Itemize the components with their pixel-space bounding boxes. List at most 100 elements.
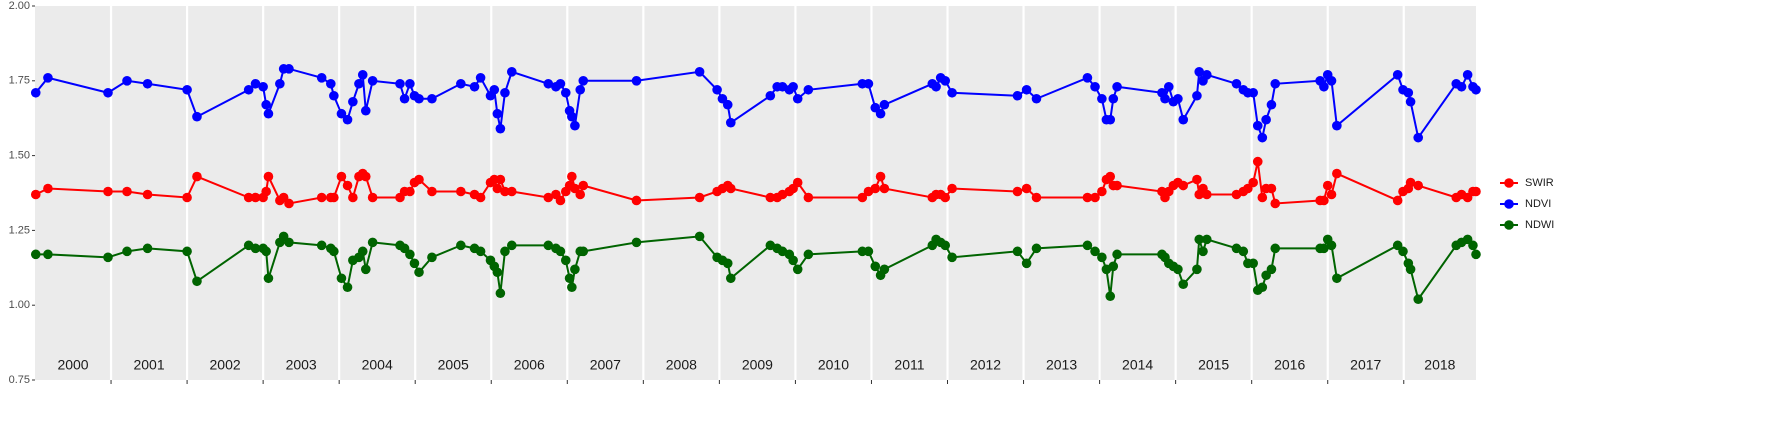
data-point xyxy=(947,183,957,194)
data-point xyxy=(803,192,814,203)
data-point xyxy=(555,78,566,89)
data-point xyxy=(142,243,153,254)
data-point xyxy=(803,249,814,260)
year-label: 2017 xyxy=(1350,357,1381,373)
data-point xyxy=(1112,180,1122,191)
data-point xyxy=(1082,192,1093,203)
data-point xyxy=(122,76,132,86)
data-point xyxy=(1332,273,1342,284)
data-point xyxy=(492,108,503,119)
data-point xyxy=(694,192,705,203)
data-point xyxy=(575,84,586,95)
data-point xyxy=(1471,84,1481,95)
data-point xyxy=(1270,198,1281,209)
data-point xyxy=(43,73,53,83)
data-point xyxy=(567,282,577,293)
data-point xyxy=(788,255,798,266)
data-point xyxy=(1332,120,1342,131)
data-point xyxy=(631,237,642,248)
data-point xyxy=(870,183,881,194)
data-point xyxy=(492,267,503,278)
data-point xyxy=(1097,93,1107,104)
data-point xyxy=(1082,240,1093,251)
data-point xyxy=(1163,81,1174,92)
data-point xyxy=(414,174,424,185)
data-point xyxy=(578,76,589,86)
data-point xyxy=(1202,70,1212,80)
data-point xyxy=(857,192,868,203)
data-point xyxy=(1090,246,1100,257)
data-point xyxy=(578,246,589,257)
year-label: 2008 xyxy=(666,357,697,373)
data-point xyxy=(1021,258,1032,269)
data-point xyxy=(1178,279,1189,290)
data-point xyxy=(506,186,517,197)
data-point xyxy=(1112,81,1122,92)
data-point xyxy=(863,78,874,89)
year-label: 2001 xyxy=(133,357,164,373)
data-point xyxy=(1021,183,1032,194)
legend-marker xyxy=(1504,199,1514,209)
data-point xyxy=(1392,195,1403,206)
data-point xyxy=(947,87,957,98)
data-point xyxy=(263,273,274,284)
data-point xyxy=(1105,291,1116,302)
data-point xyxy=(284,198,294,209)
data-point xyxy=(367,76,378,86)
year-label: 2018 xyxy=(1424,357,1455,373)
data-point xyxy=(500,186,510,197)
data-point xyxy=(329,90,339,101)
year-label: 2002 xyxy=(210,357,241,373)
data-point xyxy=(414,267,424,278)
data-point xyxy=(348,192,358,203)
year-label: 2011 xyxy=(894,357,924,373)
data-point xyxy=(1266,99,1277,110)
data-point xyxy=(1403,87,1414,98)
data-point xyxy=(1257,132,1268,143)
year-label: 2000 xyxy=(57,357,88,373)
data-point xyxy=(788,81,798,92)
data-point xyxy=(543,78,554,89)
data-point xyxy=(316,73,327,83)
data-point xyxy=(1319,195,1329,206)
data-point xyxy=(342,114,353,125)
data-point xyxy=(1105,171,1116,182)
data-point xyxy=(1332,168,1342,179)
data-point xyxy=(1090,81,1100,92)
data-point xyxy=(103,186,113,197)
data-point xyxy=(1105,114,1116,125)
legend-label: SWIR xyxy=(1525,177,1554,189)
data-point xyxy=(427,252,437,263)
data-point xyxy=(1097,186,1107,197)
data-point xyxy=(555,195,566,206)
data-point xyxy=(1471,186,1481,197)
data-point xyxy=(1322,180,1333,191)
data-point xyxy=(348,96,358,107)
data-point xyxy=(495,174,506,185)
data-point xyxy=(947,252,957,263)
data-point xyxy=(1012,90,1023,101)
data-point xyxy=(1192,174,1202,185)
data-point xyxy=(192,276,202,287)
data-point xyxy=(360,105,371,116)
data-point xyxy=(1112,249,1122,260)
data-point xyxy=(570,120,580,131)
data-point xyxy=(875,171,886,182)
data-point xyxy=(316,192,327,203)
data-point xyxy=(931,81,941,92)
y-tick-label: 1.75 xyxy=(9,75,30,87)
data-point xyxy=(570,264,580,275)
data-point xyxy=(1108,261,1119,272)
data-point xyxy=(722,258,733,269)
data-point xyxy=(182,246,192,257)
data-point xyxy=(1090,192,1100,203)
data-point xyxy=(182,84,192,95)
data-point xyxy=(469,81,480,92)
data-point xyxy=(316,240,327,251)
data-point xyxy=(1178,180,1189,191)
data-point xyxy=(261,246,271,257)
data-point xyxy=(765,192,776,203)
panel-background xyxy=(35,6,1476,380)
data-point xyxy=(360,171,371,182)
data-point xyxy=(506,240,517,251)
